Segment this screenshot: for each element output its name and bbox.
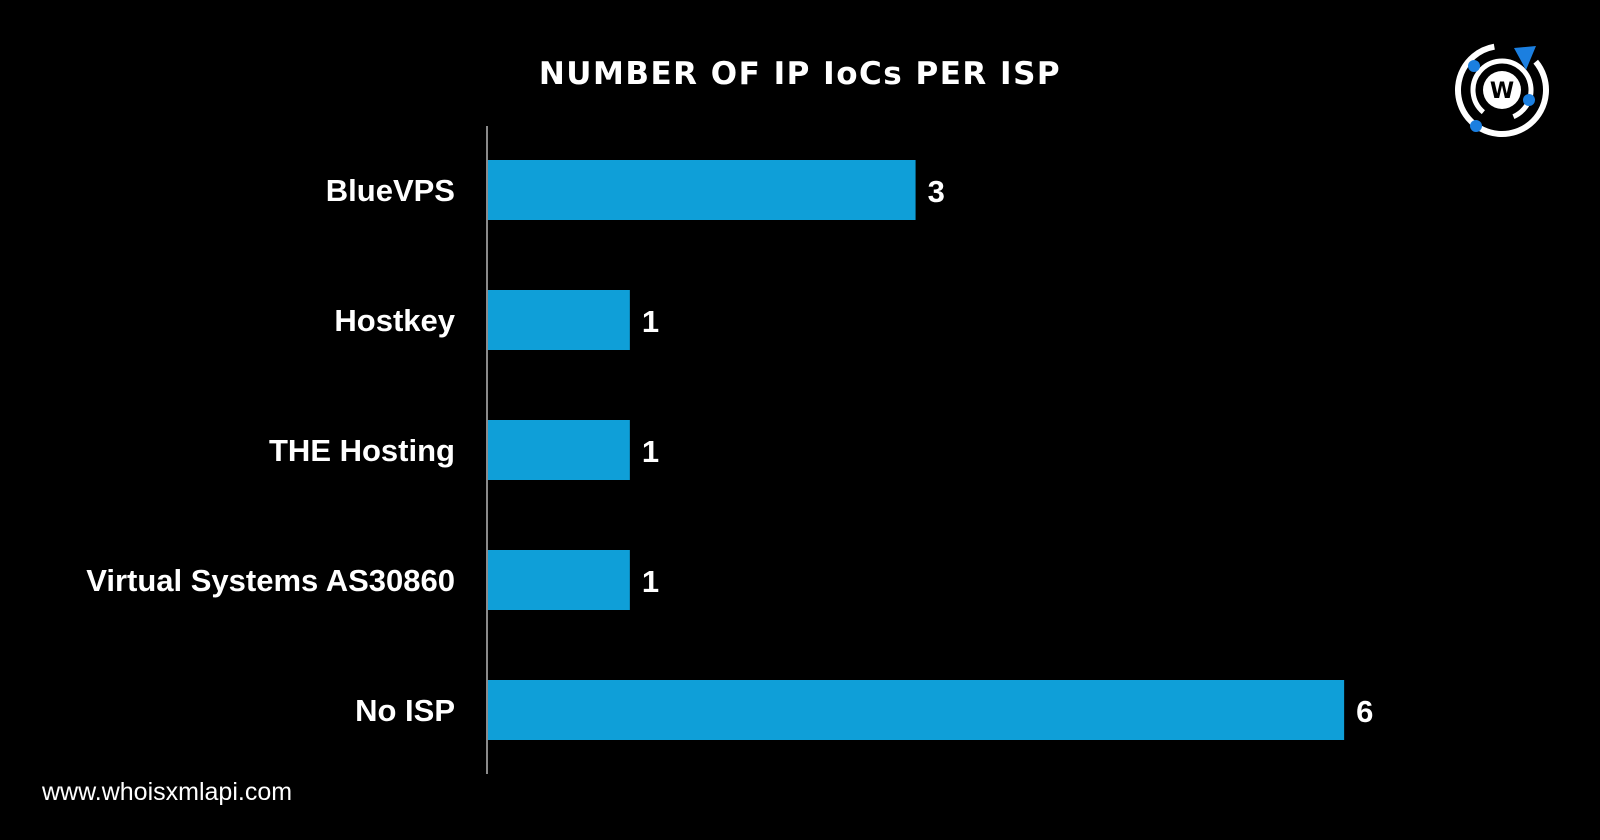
value-label: 3 [928,174,945,209]
bars-layer [487,160,1345,740]
category-label: No ISP [355,693,455,728]
category-label: THE Hosting [269,433,455,468]
whoisxmlapi-logo-icon: W [1455,43,1549,137]
labels-layer: BlueVPS 3 Hostkey 1 THE Hosting 1 Virtual Syst… [86,173,1373,729]
value-label: 1 [642,564,659,599]
bar-4 [487,680,1345,740]
value-label: 6 [1356,694,1373,729]
logo-dot [1470,120,1482,132]
category-label: Hostkey [334,303,455,338]
category-label: Virtual Systems AS30860 [86,563,455,598]
bar-0 [487,160,916,220]
category-label: BlueVPS [326,173,455,208]
logo-letter: W [1490,79,1514,104]
value-label: 1 [642,434,659,469]
logo-dot [1523,94,1535,106]
bar-1 [487,290,630,350]
bar-3 [487,550,630,610]
logo-dot [1468,60,1480,72]
value-label: 1 [642,304,659,339]
bar-2 [487,420,630,480]
footer-url: www.whoisxmlapi.com [42,778,293,806]
chart-title: NUMBER OF IP IoCs PER ISP [538,56,1062,92]
